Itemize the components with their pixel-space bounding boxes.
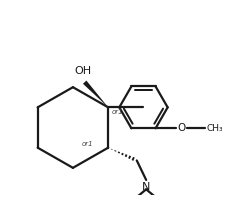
Text: or1: or1 — [112, 109, 123, 115]
Polygon shape — [83, 80, 108, 107]
Text: N: N — [142, 182, 150, 192]
Text: CH₃: CH₃ — [206, 124, 223, 133]
Text: O: O — [178, 123, 186, 133]
Text: or1: or1 — [81, 141, 93, 147]
Text: OH: OH — [74, 66, 92, 77]
